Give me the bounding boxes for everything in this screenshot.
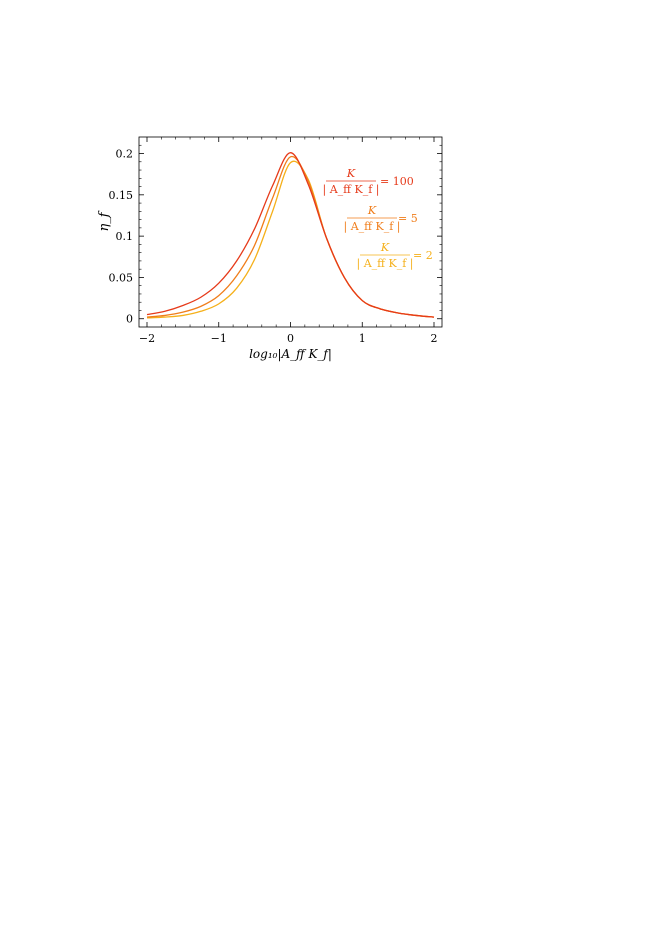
x-axis-label: log₁₀|A_ff K_f| [249, 347, 332, 361]
legend-value: = 5 [398, 212, 418, 225]
y-tick-label: 0.05 [109, 271, 134, 284]
legend-denominator: | A_ff K_f | [344, 220, 401, 234]
y-tick-label: 0.15 [109, 189, 134, 202]
x-tick-label: 2 [431, 332, 438, 345]
x-tick-label: −2 [139, 332, 155, 345]
x-tick-label: 1 [359, 332, 366, 345]
legend-value: = 100 [380, 175, 414, 188]
legend-numerator: K [380, 241, 390, 254]
legend-entry: K | A_ff K_f |= 100 [323, 167, 414, 197]
legend-denominator: | A_ff K_f | [357, 257, 414, 271]
x-tick-label: 0 [287, 332, 294, 345]
legend-value: = 2 [413, 249, 433, 262]
legend-denominator: | A_ff K_f | [323, 183, 380, 197]
y-tick-label: 0 [126, 313, 133, 326]
legend-entry: K | A_ff K_f |= 2 [357, 241, 433, 271]
legend-numerator: K [367, 204, 377, 217]
y-tick-label: 0.1 [116, 230, 134, 243]
curves [146, 152, 435, 319]
x-tick-label: −1 [211, 332, 227, 345]
series-line [146, 152, 435, 318]
legend-entry: K | A_ff K_f |= 5 [344, 204, 418, 234]
axis-labels: log₁₀|A_ff K_f| η_f [97, 210, 332, 361]
axis-ticks: −2 −1 0 1 2 0 0.05 0.1 0.15 0.2 [109, 137, 442, 345]
legend-numerator: K [346, 167, 356, 180]
y-tick-label: 0.2 [116, 148, 134, 161]
y-axis-label: η_f [97, 210, 112, 231]
